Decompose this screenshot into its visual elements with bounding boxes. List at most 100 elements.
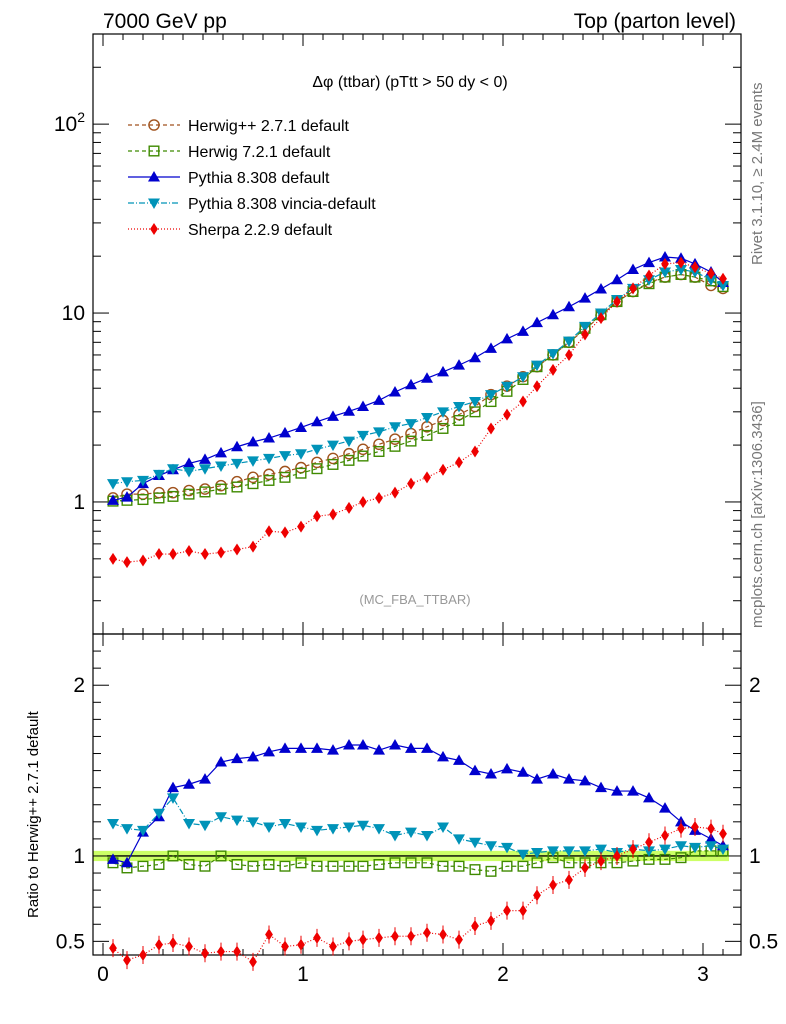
data-point [327,440,339,452]
data-point [659,251,671,262]
data-point [421,429,433,441]
data-point [231,440,243,452]
data-point [405,435,417,447]
legend-label: Sherpa 2.2.9 default [188,222,333,239]
data-point [327,452,339,465]
ratio-data-point [215,812,227,823]
ratio-y-tick-label: 0.5 [56,930,85,953]
mcplots-label: mcplots.cern.ch [arXiv:1306.3436] [749,401,766,628]
ratio-data-point [295,742,307,753]
ratio-data-point [629,843,637,856]
data-point [389,440,401,452]
series-1 [107,268,729,507]
data-point [437,422,449,434]
ratio-data-point [677,822,685,835]
x-tick-label: 0 [97,963,109,986]
data-point [503,408,511,421]
data-point [199,453,211,464]
data-point [263,474,275,486]
ratio-data-point [453,834,465,845]
ratio-data-point [123,954,131,967]
ratio-data-point [501,860,513,872]
data-point [439,463,447,476]
data-point [247,435,259,447]
data-point [373,438,385,451]
ratio-data-point [343,860,355,872]
ratio-data-point [263,859,275,871]
ratio-series-line [112,796,724,855]
legend-marker [150,223,158,235]
ratio-data-point [343,822,355,833]
ratio-data-point [357,738,369,750]
header-right: Top (parton level) [574,10,736,33]
data-point [613,295,621,308]
data-point [389,433,401,445]
legend-label: Herwig 7.2.1 default [188,144,331,161]
data-point [357,430,369,442]
data-point [453,402,465,413]
ratio-data-point [183,819,195,830]
data-point [579,292,591,303]
ratio-data-point [453,754,465,765]
data-point [311,415,323,427]
ratio-data-point [547,846,559,857]
data-point [247,456,259,467]
ratio-data-point [311,860,323,872]
ratio-series-1 [107,738,729,868]
data-point [407,477,415,490]
ratio-data-point [705,832,717,844]
data-point [155,548,163,561]
data-point [167,464,179,475]
ratio-data-point [137,825,149,837]
ratio-data-point [517,849,529,861]
ratio-y-tick-label-right: 2 [749,674,761,697]
data-point [263,453,275,465]
legend-label: Pythia 8.308 default [188,170,330,187]
ratio-data-point [503,904,511,917]
ratio-data-point [405,857,417,869]
ratio-data-point [717,844,729,856]
ratio-data-point [297,938,305,951]
ratio-data-point [375,931,383,944]
data-point [249,540,257,553]
data-point [357,400,369,412]
ratio-data-point [549,878,557,891]
ratio-data-point [547,768,559,779]
ratio-y-axis-label: Ratio to Herwig++ 2.7.1 default [25,710,42,918]
legend-marker [148,119,160,131]
data-point [231,458,243,470]
data-point [109,552,117,565]
ratio-data-point [121,856,133,868]
data-point [547,349,559,360]
data-point [295,421,307,432]
data-point [137,494,149,506]
data-point [563,300,575,312]
ratio-data-point [579,846,591,857]
ratio-data-point [265,928,273,941]
data-point [215,483,227,495]
ratio-data-point [565,873,573,886]
ratio-data-point [563,846,575,857]
data-point [327,458,339,470]
ratio-data-point [391,930,399,943]
ratio-data-point [279,860,291,872]
ratio-data-point [645,836,653,849]
data-point [421,372,433,383]
legend-entry: Sherpa 2.2.9 default [128,222,333,239]
watermark: (MC_FBA_TTBAR) [359,592,470,607]
ratio-data-point [487,914,495,927]
ratio-series-line [112,744,724,864]
ratio-data-point [153,808,165,820]
ratio-data-point [279,819,291,830]
data-point [565,348,573,361]
y-tick-label: 102 [54,109,85,136]
ratio-y-tick-label: 2 [73,674,85,697]
data-point [279,465,291,478]
data-point [627,263,639,275]
ratio-series-line [112,850,723,872]
ratio-data-point [531,773,543,784]
ratio-data-point [231,815,243,827]
y-tick-label-exp: 2 [77,109,85,125]
